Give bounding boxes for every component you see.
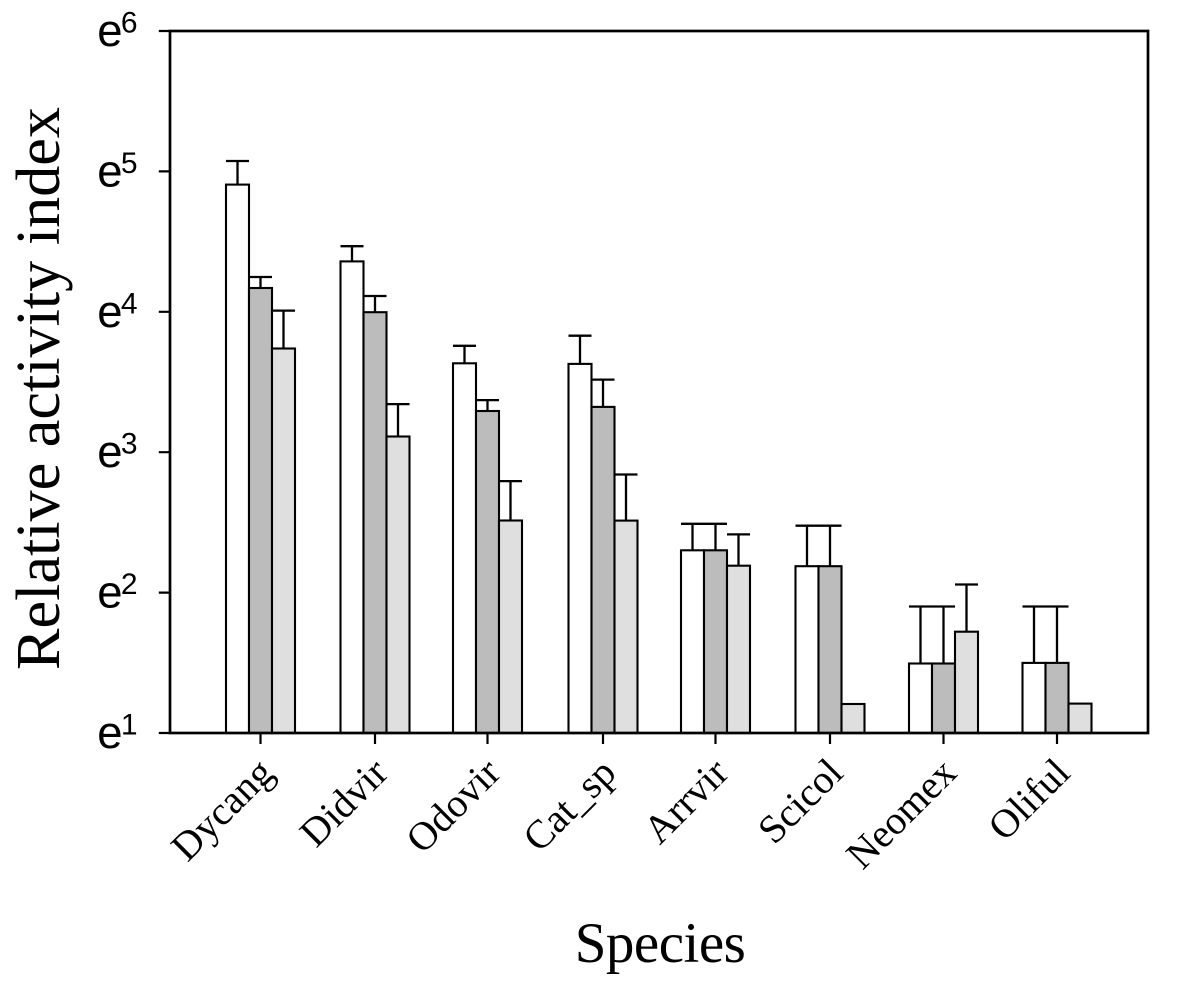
svg-text:5: 5	[121, 147, 138, 180]
svg-text:Species: Species	[575, 912, 746, 975]
svg-text:3: 3	[121, 428, 138, 461]
svg-text:e: e	[97, 567, 122, 618]
svg-text:2: 2	[121, 568, 138, 601]
svg-text:6: 6	[121, 7, 138, 40]
svg-text:1: 1	[121, 709, 138, 742]
svg-text:e: e	[97, 426, 122, 477]
svg-text:Relative activity index: Relative activity index	[5, 107, 73, 670]
svg-text:4: 4	[121, 287, 138, 320]
svg-text:e: e	[97, 286, 122, 337]
svg-text:e: e	[97, 5, 122, 56]
svg-text:e: e	[97, 707, 122, 758]
svg-text:e: e	[97, 145, 122, 196]
